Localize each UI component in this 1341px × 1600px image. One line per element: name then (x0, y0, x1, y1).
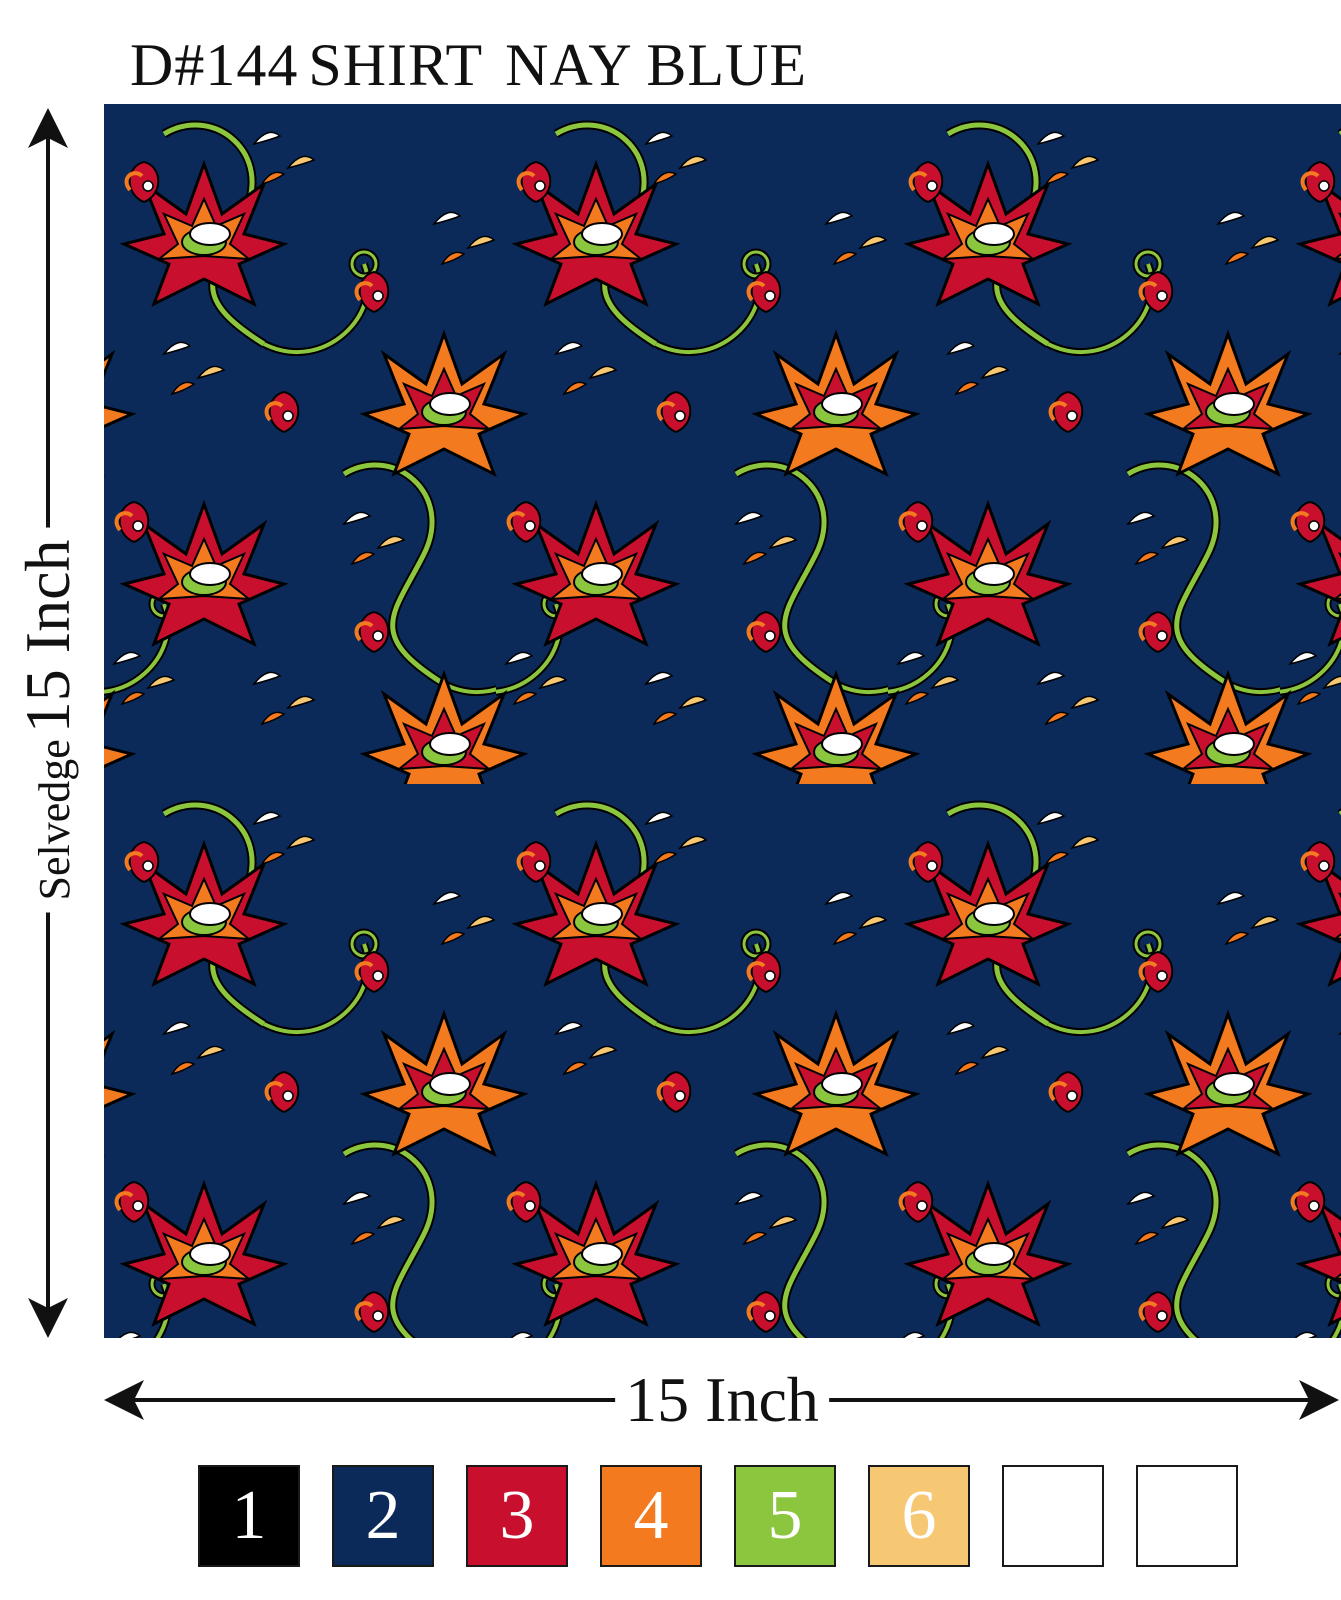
floral-pattern-fill (104, 104, 1341, 1338)
color-palette: 1 2 3 4 5 6 (198, 1465, 1238, 1567)
vertical-measure: 15 Inch (12, 539, 83, 734)
color-chip-6: 6 (868, 1465, 970, 1567)
vertical-dimension-label: Selvedge 15 Inch (11, 527, 85, 913)
design-title: D#144 SHIRT NAY BLUE (130, 30, 807, 100)
pattern-swatch (104, 104, 1341, 1338)
color-chip-1: 1 (198, 1465, 300, 1567)
color-name: NAY BLUE (505, 32, 807, 98)
color-chip-3: 3 (466, 1465, 568, 1567)
horizontal-measure: 15 Inch (615, 1363, 829, 1437)
color-chip-5: 5 (734, 1465, 836, 1567)
design-code: D#144 (130, 32, 299, 98)
garment-type: SHIRT (308, 32, 484, 98)
selvedge-label: Selvedge (30, 739, 79, 901)
color-chip-2: 2 (332, 1465, 434, 1567)
color-chip-8 (1136, 1465, 1238, 1567)
floral-pattern-svg (104, 104, 1341, 1338)
color-chip-7 (1002, 1465, 1104, 1567)
color-chip-4: 4 (600, 1465, 702, 1567)
